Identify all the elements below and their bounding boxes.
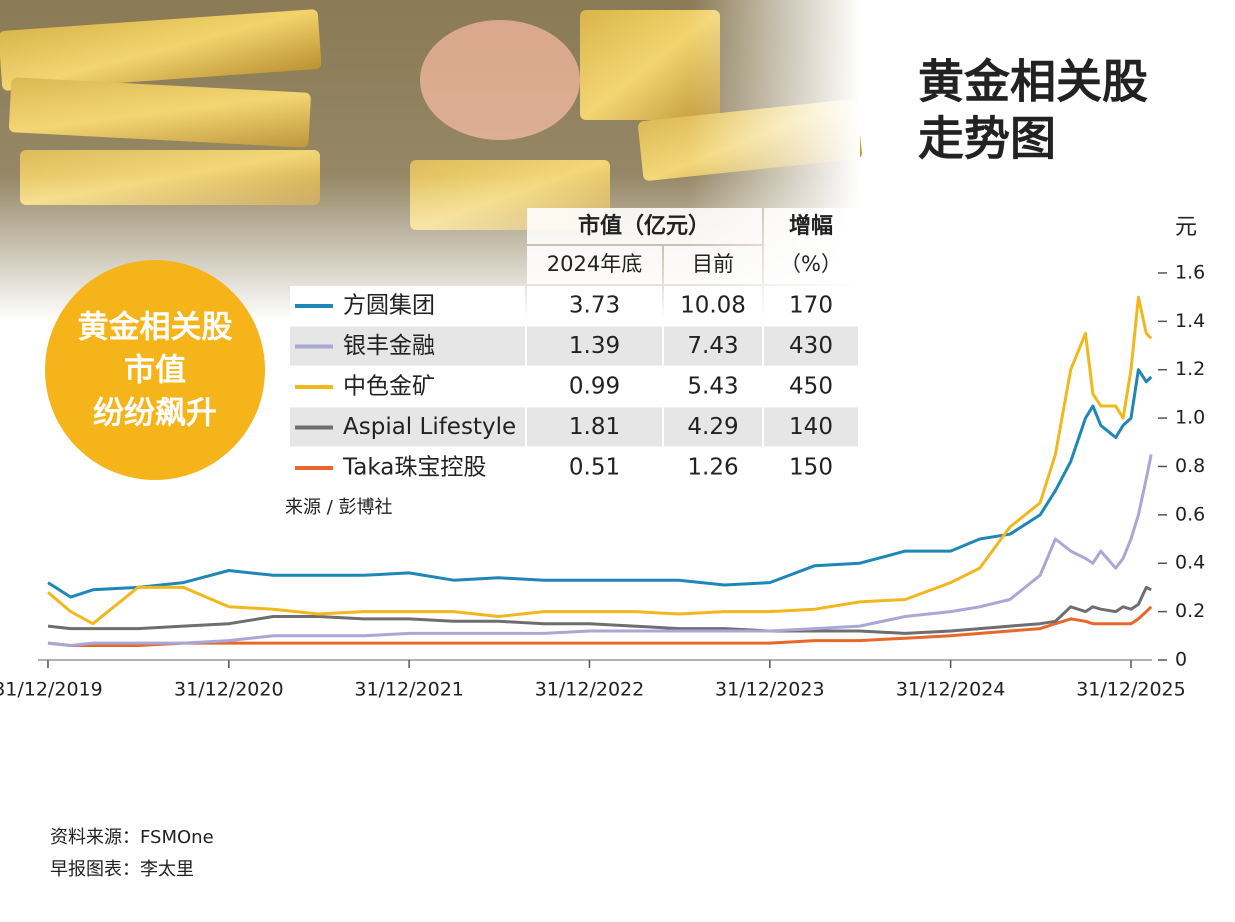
legend-label: Aspial Lifestyle <box>343 414 516 440</box>
x-tick-label: 31/12/2022 <box>535 679 645 701</box>
x-tick-label: 31/12/2025 <box>1076 679 1186 701</box>
table-value: 3.73 <box>569 293 620 319</box>
legend-label: 银丰金融 <box>343 333 435 359</box>
legend-label: 方圆集团 <box>343 293 435 319</box>
table-value: 150 <box>789 455 833 481</box>
y-tick-label: 0.2 <box>1175 600 1205 622</box>
table-value: 7.43 <box>687 333 738 359</box>
table-cell <box>527 448 662 487</box>
table-cell <box>764 286 858 325</box>
series-line <box>47 605 1153 647</box>
y-tick-label: 0.4 <box>1175 552 1205 574</box>
table-cell <box>664 286 762 325</box>
table-value: 1.81 <box>569 414 620 440</box>
table-value: 0.51 <box>569 455 620 481</box>
table-value: 430 <box>789 333 833 359</box>
y-axis-label: 元 <box>1175 215 1197 240</box>
table-header: 市值（亿元） <box>578 213 710 239</box>
legend-label: 中色金矿 <box>343 374 435 400</box>
table-value: 10.08 <box>680 293 746 319</box>
footer: 资料来源：FSMOne <box>50 827 214 848</box>
series-line <box>47 295 1153 626</box>
table-cell <box>764 407 858 447</box>
x-tick-label: 31/12/2020 <box>174 679 284 701</box>
x-tick-label: 31/12/2023 <box>715 679 825 701</box>
legend-label: Taka珠宝控股 <box>342 455 486 481</box>
badge-text: 市值 <box>124 353 186 389</box>
table-cell <box>664 448 762 487</box>
chart-title: 黄金相关股 <box>918 55 1148 109</box>
table-header-cell <box>527 208 762 244</box>
y-tick-label: 0 <box>1175 649 1187 671</box>
table-cell <box>764 367 858 406</box>
table-cell <box>527 286 662 325</box>
badge-text: 纷纷飙升 <box>93 396 217 432</box>
table-value: 1.39 <box>569 333 620 359</box>
table-cell <box>664 407 762 447</box>
table-cell <box>664 326 762 366</box>
y-tick-label: 1.4 <box>1175 310 1205 332</box>
photo-credit: 来源 / 彭博社 <box>285 497 393 518</box>
table-header-cell <box>764 208 858 284</box>
table-header-cell <box>527 246 662 284</box>
table-cell <box>764 326 858 366</box>
badge <box>45 260 265 480</box>
table-cell <box>527 326 662 366</box>
table-value: 5.43 <box>687 374 738 400</box>
table-value: 0.99 <box>569 374 620 400</box>
chart-title: 走势图 <box>918 112 1056 166</box>
table-cell <box>527 367 662 406</box>
x-tick-label: 31/12/2019 <box>0 679 103 701</box>
table-cell <box>664 367 762 406</box>
table-header-cell <box>664 246 762 284</box>
y-tick-label: 1.2 <box>1175 358 1205 380</box>
table-subheader: 2024年底 <box>547 252 642 276</box>
table-header: 增幅 <box>789 213 833 239</box>
y-tick-label: 1.6 <box>1175 261 1205 283</box>
series-line <box>47 368 1153 599</box>
table-value: 450 <box>789 374 833 400</box>
table-value: 140 <box>789 414 833 440</box>
y-tick-label: 0.8 <box>1175 455 1205 477</box>
table-value: 1.26 <box>687 455 738 481</box>
x-tick-label: 31/12/2024 <box>896 679 1006 701</box>
y-tick-label: 0.6 <box>1175 503 1205 525</box>
table-value: 170 <box>789 293 833 319</box>
x-tick-label: 31/12/2021 <box>354 679 464 701</box>
table-value: 4.29 <box>687 414 738 440</box>
y-tick-label: 1.0 <box>1175 407 1205 429</box>
table-subheader: （%） <box>780 252 842 276</box>
series-line <box>47 454 1153 647</box>
footer: 早报图表：李太里 <box>50 859 194 880</box>
badge-text: 黄金相关股 <box>78 310 233 346</box>
table-cell <box>527 407 662 447</box>
table: 市值（亿元） 增幅 2024年底 目前 （%） 方圆集团 3.73 10.08 170 银丰金融 1… <box>290 208 858 487</box>
table-subheader: 目前 <box>692 252 734 276</box>
table-cell <box>764 448 858 487</box>
